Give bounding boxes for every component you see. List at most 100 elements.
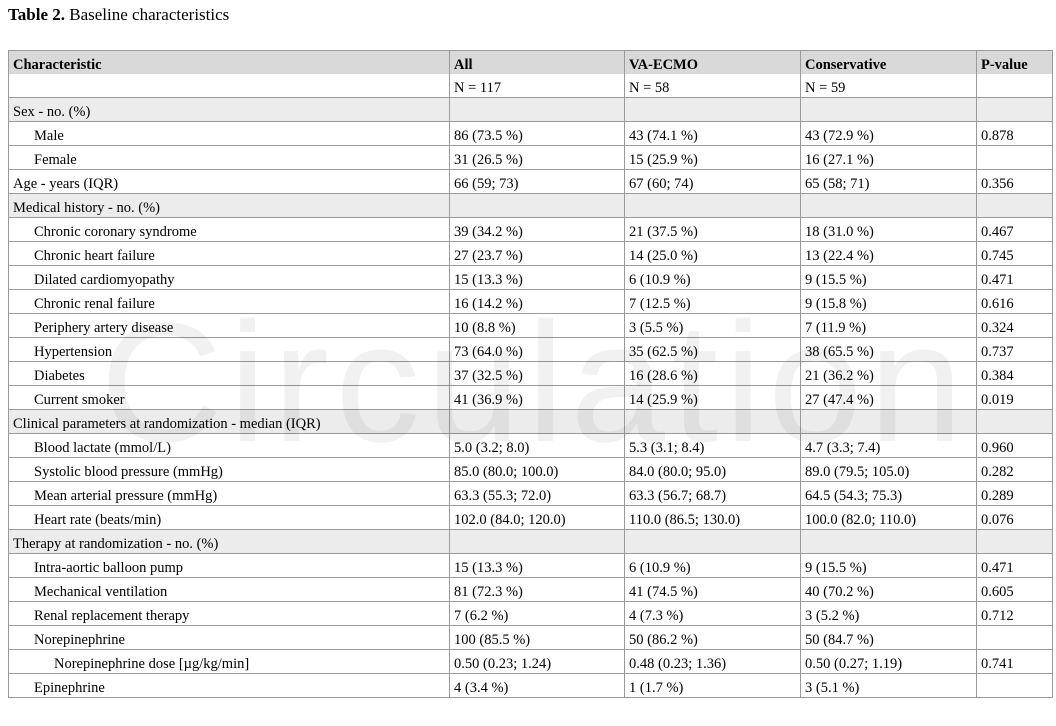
cell-value: 9 (15.8 %) <box>800 289 977 314</box>
cell-value <box>624 97 801 122</box>
group-count: N = 117 <box>449 74 625 98</box>
row-label: Heart rate (beats/min) <box>8 505 450 530</box>
cell-value: 15 (13.3 %) <box>449 265 625 290</box>
cell-value <box>449 97 625 122</box>
cell-value: 7 (12.5 %) <box>624 289 801 314</box>
data-row: Male 86 (73.5 %) 43 (74.1 %) 43 (72.9 %) 0.8… <box>8 121 1053 146</box>
cell-value <box>624 193 801 218</box>
cell-value: 64.5 (54.3; 75.3) <box>800 481 977 506</box>
cell-value: 14 (25.0 %) <box>624 241 801 266</box>
cell-value: 6 (10.9 %) <box>624 553 801 578</box>
data-row: Chronic coronary syndrome 39 (34.2 %) 21 (… <box>8 217 1053 242</box>
column-header: Conservative <box>800 50 977 74</box>
cell-value <box>976 193 1053 218</box>
cell-value: 67 (60; 74) <box>624 169 801 194</box>
cell-value: 35 (62.5 %) <box>624 337 801 362</box>
row-label: Intra-aortic balloon pump <box>8 553 450 578</box>
cell-value <box>976 673 1053 698</box>
cell-value: 63.3 (56.7; 68.7) <box>624 481 801 506</box>
cell-value <box>800 193 977 218</box>
row-label: Sex - no. (%) <box>8 97 450 122</box>
data-row: Age - years (IQR) 66 (59; 73) 67 (60; 74) 6… <box>8 169 1053 194</box>
data-row: Diabetes 37 (32.5 %) 16 (28.6 %) 21 (36.2 %… <box>8 361 1053 386</box>
row-label: Dilated cardiomyopathy <box>8 265 450 290</box>
cell-value: 3 (5.1 %) <box>800 673 977 698</box>
cell-value <box>800 97 977 122</box>
cell-value: 39 (34.2 %) <box>449 217 625 242</box>
cell-value: 5.0 (3.2; 8.0) <box>449 433 625 458</box>
row-label: Clinical parameters at randomization - m… <box>8 409 450 434</box>
cell-value: 27 (47.4 %) <box>800 385 977 410</box>
cell-value <box>976 145 1053 170</box>
row-label: Blood lactate (mmol/L) <box>8 433 450 458</box>
cell-value <box>976 97 1053 122</box>
cell-value: 66 (59; 73) <box>449 169 625 194</box>
cell-value: 21 (36.2 %) <box>800 361 977 386</box>
cell-value: 41 (74.5 %) <box>624 577 801 602</box>
row-label: Male <box>8 121 450 146</box>
cell-value: 37 (32.5 %) <box>449 361 625 386</box>
row-label: Systolic blood pressure (mmHg) <box>8 457 450 482</box>
cell-value: 38 (65.5 %) <box>800 337 977 362</box>
cell-value: 16 (28.6 %) <box>624 361 801 386</box>
row-label: Therapy at randomization - no. (%) <box>8 529 450 554</box>
row-label: Norepinephrine dose [µg/kg/min] <box>8 649 450 674</box>
cell-value: 85.0 (80.0; 100.0) <box>449 457 625 482</box>
data-row: Intra-aortic balloon pump 15 (13.3 %) 6 (1… <box>8 553 1053 578</box>
cell-value: 14 (25.9 %) <box>624 385 801 410</box>
cell-value <box>449 193 625 218</box>
cell-value: 1 (1.7 %) <box>624 673 801 698</box>
data-row: Systolic blood pressure (mmHg) 85.0 (80.0… <box>8 457 1053 482</box>
data-row: Renal replacement therapy 7 (6.2 %) 4 (7.3… <box>8 601 1053 626</box>
cell-value: 86 (73.5 %) <box>449 121 625 146</box>
data-row: Norepinephrine dose [µg/kg/min] 0.50 (0.2… <box>8 649 1053 674</box>
cell-value: 13 (22.4 %) <box>800 241 977 266</box>
column-header: P-value <box>976 50 1053 74</box>
cell-value: 102.0 (84.0; 120.0) <box>449 505 625 530</box>
cell-value: 41 (36.9 %) <box>449 385 625 410</box>
cell-value: 6 (10.9 %) <box>624 265 801 290</box>
group-count: N = 58 <box>624 74 801 98</box>
group-count <box>976 74 1053 98</box>
cell-value: 43 (74.1 %) <box>624 121 801 146</box>
data-row: Dilated cardiomyopathy 15 (13.3 %) 6 (10.9… <box>8 265 1053 290</box>
cell-value: 0.50 (0.27; 1.19) <box>800 649 977 674</box>
cell-value: 7 (6.2 %) <box>449 601 625 626</box>
cell-value: 0.741 <box>976 649 1053 674</box>
row-label: Age - years (IQR) <box>8 169 450 194</box>
cell-value: 21 (37.5 %) <box>624 217 801 242</box>
cell-value: 0.282 <box>976 457 1053 482</box>
cell-value: 40 (70.2 %) <box>800 577 977 602</box>
header-row: Characteristic All VA-ECMO Conservative P-va… <box>8 50 1053 74</box>
cell-value: 18 (31.0 %) <box>800 217 977 242</box>
row-label: Diabetes <box>8 361 450 386</box>
cell-value: 0.616 <box>976 289 1053 314</box>
section-row: Sex - no. (%) <box>8 97 1053 122</box>
data-row: Periphery artery disease 10 (8.8 %) 3 (5.5… <box>8 313 1053 338</box>
group-count: N = 59 <box>800 74 977 98</box>
cell-value: 43 (72.9 %) <box>800 121 977 146</box>
cell-value: 4.7 (3.3; 7.4) <box>800 433 977 458</box>
cell-value: 0.878 <box>976 121 1053 146</box>
baseline-table: Characteristic All VA-ECMO Conservative P-va… <box>8 50 1053 698</box>
cell-value: 84.0 (80.0; 95.0) <box>624 457 801 482</box>
cell-value: 63.3 (55.3; 72.0) <box>449 481 625 506</box>
cell-value: 0.019 <box>976 385 1053 410</box>
cell-value <box>976 625 1053 650</box>
row-label: Chronic heart failure <box>8 241 450 266</box>
row-label: Norepinephrine <box>8 625 450 650</box>
data-row: Hypertension 73 (64.0 %) 35 (62.5 %) 38 (65… <box>8 337 1053 362</box>
group-count <box>8 74 450 98</box>
cell-value: 100 (85.5 %) <box>449 625 625 650</box>
cell-value: 50 (86.2 %) <box>624 625 801 650</box>
cell-value: 0.605 <box>976 577 1053 602</box>
row-label: Female <box>8 145 450 170</box>
caption-text: Baseline characteristics <box>69 5 230 24</box>
cell-value: 89.0 (79.5; 105.0) <box>800 457 977 482</box>
cell-value: 100.0 (82.0; 110.0) <box>800 505 977 530</box>
data-row: Blood lactate (mmol/L) 5.0 (3.2; 8.0) 5.3 … <box>8 433 1053 458</box>
cell-value: 3 (5.5 %) <box>624 313 801 338</box>
cell-value <box>800 409 977 434</box>
cell-value: 9 (15.5 %) <box>800 553 977 578</box>
row-label: Epinephrine <box>8 673 450 698</box>
